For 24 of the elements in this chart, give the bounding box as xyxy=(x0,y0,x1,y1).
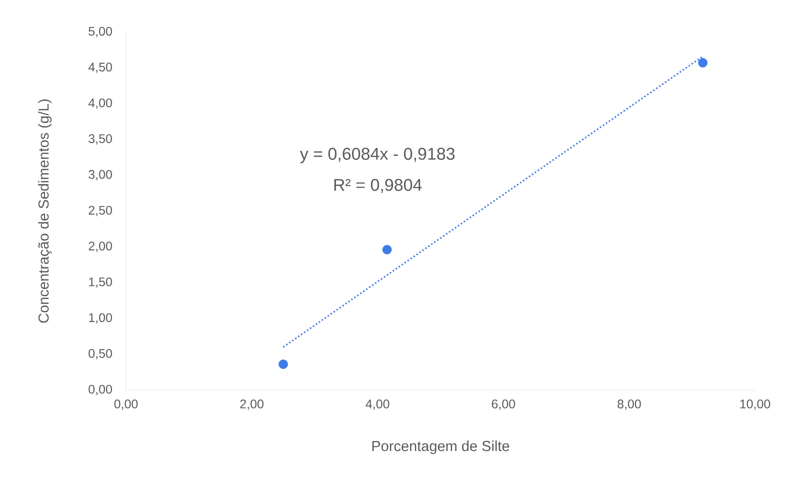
x-tick-label: 10,00 xyxy=(740,400,770,410)
annotation: y = 0,6084x - 0,9183 xyxy=(300,148,455,164)
y-tick-label: 3,00 xyxy=(88,170,112,180)
y-tick-label: 4,50 xyxy=(88,62,112,73)
y-tick-label: 0,00 xyxy=(88,384,112,396)
annotation: R² = 0,9804 xyxy=(334,178,422,193)
y-tick-label: 2,50 xyxy=(88,206,112,216)
x-axis-title: Porcentagem de Silte xyxy=(372,440,510,454)
y-axis-title: Concentração de Sedimentos (g/L) xyxy=(38,99,52,323)
y-tick-label: 1,50 xyxy=(89,277,112,288)
y-tick-label: 0,50 xyxy=(88,349,112,360)
point xyxy=(698,58,708,68)
y-tick-label: 5,00 xyxy=(88,26,112,38)
point xyxy=(382,244,392,254)
x-tick-label: 0,00 xyxy=(114,400,138,410)
x-tick-label: 6,00 xyxy=(492,400,516,410)
point xyxy=(278,360,288,369)
y-tick-label: 4,00 xyxy=(88,98,112,109)
x-tick-label: 4,00 xyxy=(366,400,390,410)
x-tick-label: 2,00 xyxy=(240,400,264,410)
x-tick-label: 8,00 xyxy=(618,400,641,410)
y-tick-label: 2,00 xyxy=(88,242,112,252)
y-tick-label: 3,50 xyxy=(88,134,112,145)
y-tick-label: 1,00 xyxy=(89,313,112,324)
